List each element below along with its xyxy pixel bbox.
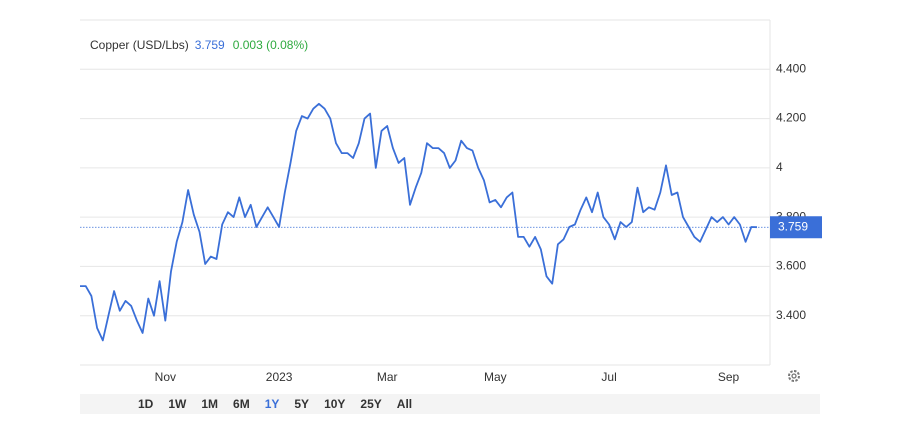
- price-change: 0.003 (0.08%): [233, 38, 308, 52]
- price-line: [80, 102, 758, 342]
- y-tick-label: 3.400: [776, 308, 806, 322]
- range-button[interactable]: 25Y: [360, 397, 381, 411]
- range-button[interactable]: 5Y: [294, 397, 309, 411]
- range-button[interactable]: 1D: [138, 397, 154, 411]
- x-tick-label: Nov: [155, 370, 176, 384]
- x-tick-label: May: [484, 370, 507, 384]
- range-button[interactable]: 6M: [233, 397, 250, 411]
- settings-icon[interactable]: [788, 370, 800, 382]
- x-tick-label: Mar: [377, 370, 398, 384]
- x-tick-label: 2023: [266, 370, 293, 384]
- last-price-label: 3.759: [778, 219, 808, 233]
- y-tick-label: 4.200: [776, 111, 806, 125]
- range-bar: [80, 394, 820, 414]
- y-tick-label: 3.600: [776, 259, 806, 273]
- range-button[interactable]: 10Y: [324, 397, 345, 411]
- range-button[interactable]: 1Y: [265, 397, 280, 411]
- last-price: 3.759: [195, 38, 225, 52]
- range-button[interactable]: 1M: [201, 397, 218, 411]
- x-tick-label: Jul: [601, 370, 616, 384]
- y-tick-label: 4.400: [776, 61, 806, 75]
- range-button[interactable]: 1W: [168, 397, 187, 411]
- y-tick-label: 4: [776, 160, 783, 174]
- last-price-box: [770, 216, 822, 239]
- x-tick-label: Sep: [718, 370, 740, 384]
- range-button[interactable]: All: [397, 397, 412, 411]
- series-name: Copper (USD/Lbs): [90, 38, 189, 52]
